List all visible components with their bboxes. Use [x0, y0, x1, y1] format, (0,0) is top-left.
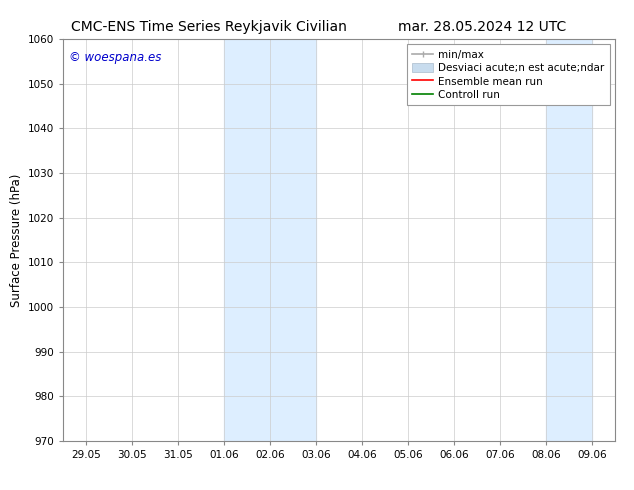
Y-axis label: Surface Pressure (hPa): Surface Pressure (hPa) — [10, 173, 23, 307]
Text: © woespana.es: © woespana.es — [69, 51, 161, 64]
Legend: min/max, Desviaci acute;n est acute;ndar, Ensemble mean run, Controll run: min/max, Desviaci acute;n est acute;ndar… — [407, 45, 610, 105]
Bar — [224, 39, 316, 441]
Text: mar. 28.05.2024 12 UTC: mar. 28.05.2024 12 UTC — [398, 20, 566, 34]
Text: CMC-ENS Time Series Reykjavik Civilian: CMC-ENS Time Series Reykjavik Civilian — [71, 20, 347, 34]
Bar — [546, 39, 592, 441]
